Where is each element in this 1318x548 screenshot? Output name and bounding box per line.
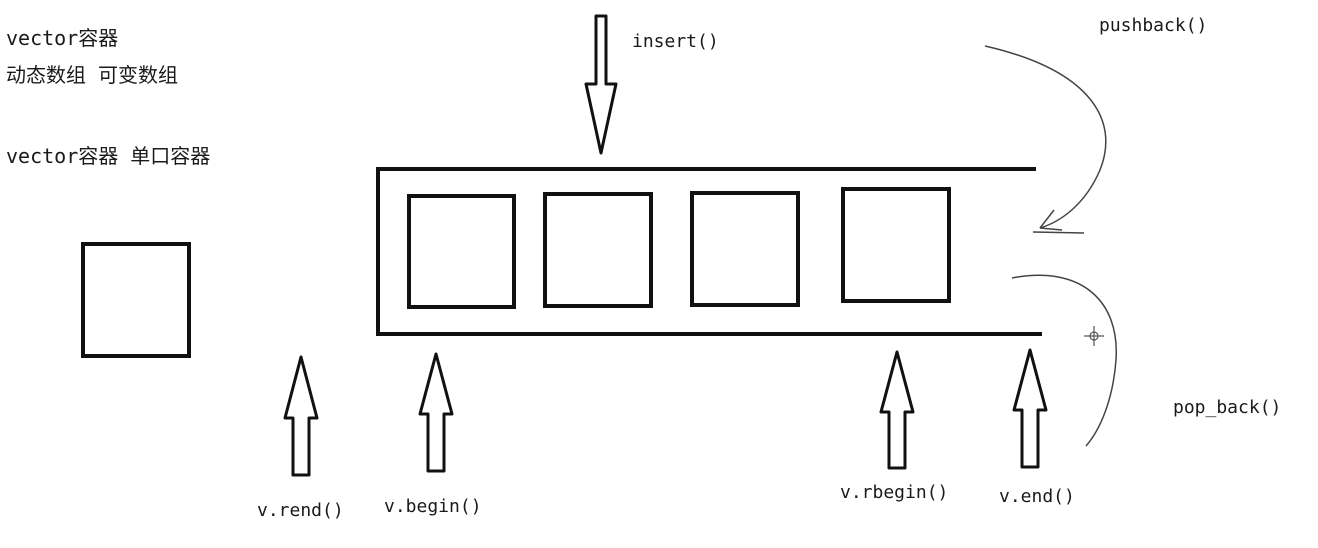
note-single-end-container: vector容器 单口容器 [6,144,211,168]
crosshair-cursor-icon [1084,326,1104,346]
vector-element-2 [543,192,653,308]
vector-element-4 [841,187,951,303]
vector-container-channel [376,167,1042,336]
rend-arrow [283,355,319,477]
label-rbegin: v.rbegin() [840,482,949,503]
note-vector-container: vector容器 [6,26,119,50]
label-begin: v.begin() [384,496,482,517]
label-rend: v.rend() [257,500,344,521]
rbegin-arrow [879,350,915,470]
pushback-tail-line [1032,231,1085,234]
pushback-curve [984,45,1107,229]
label-end: v.end() [999,486,1075,507]
label-insert: insert() [632,31,719,52]
insert-arrow [584,14,618,155]
note-dynamic-array: 动态数组 可变数组 [6,63,179,87]
vector-element-1 [407,194,516,309]
end-arrow [1012,348,1048,469]
pushback-arrowhead [1039,209,1063,231]
vector-element-3 [690,191,800,307]
label-pop-back: pop_back() [1173,397,1282,418]
begin-arrow [418,352,454,473]
standalone-element-box [81,242,191,358]
label-pushback: pushback() [1099,15,1208,36]
pop-back-curve [1011,274,1117,447]
